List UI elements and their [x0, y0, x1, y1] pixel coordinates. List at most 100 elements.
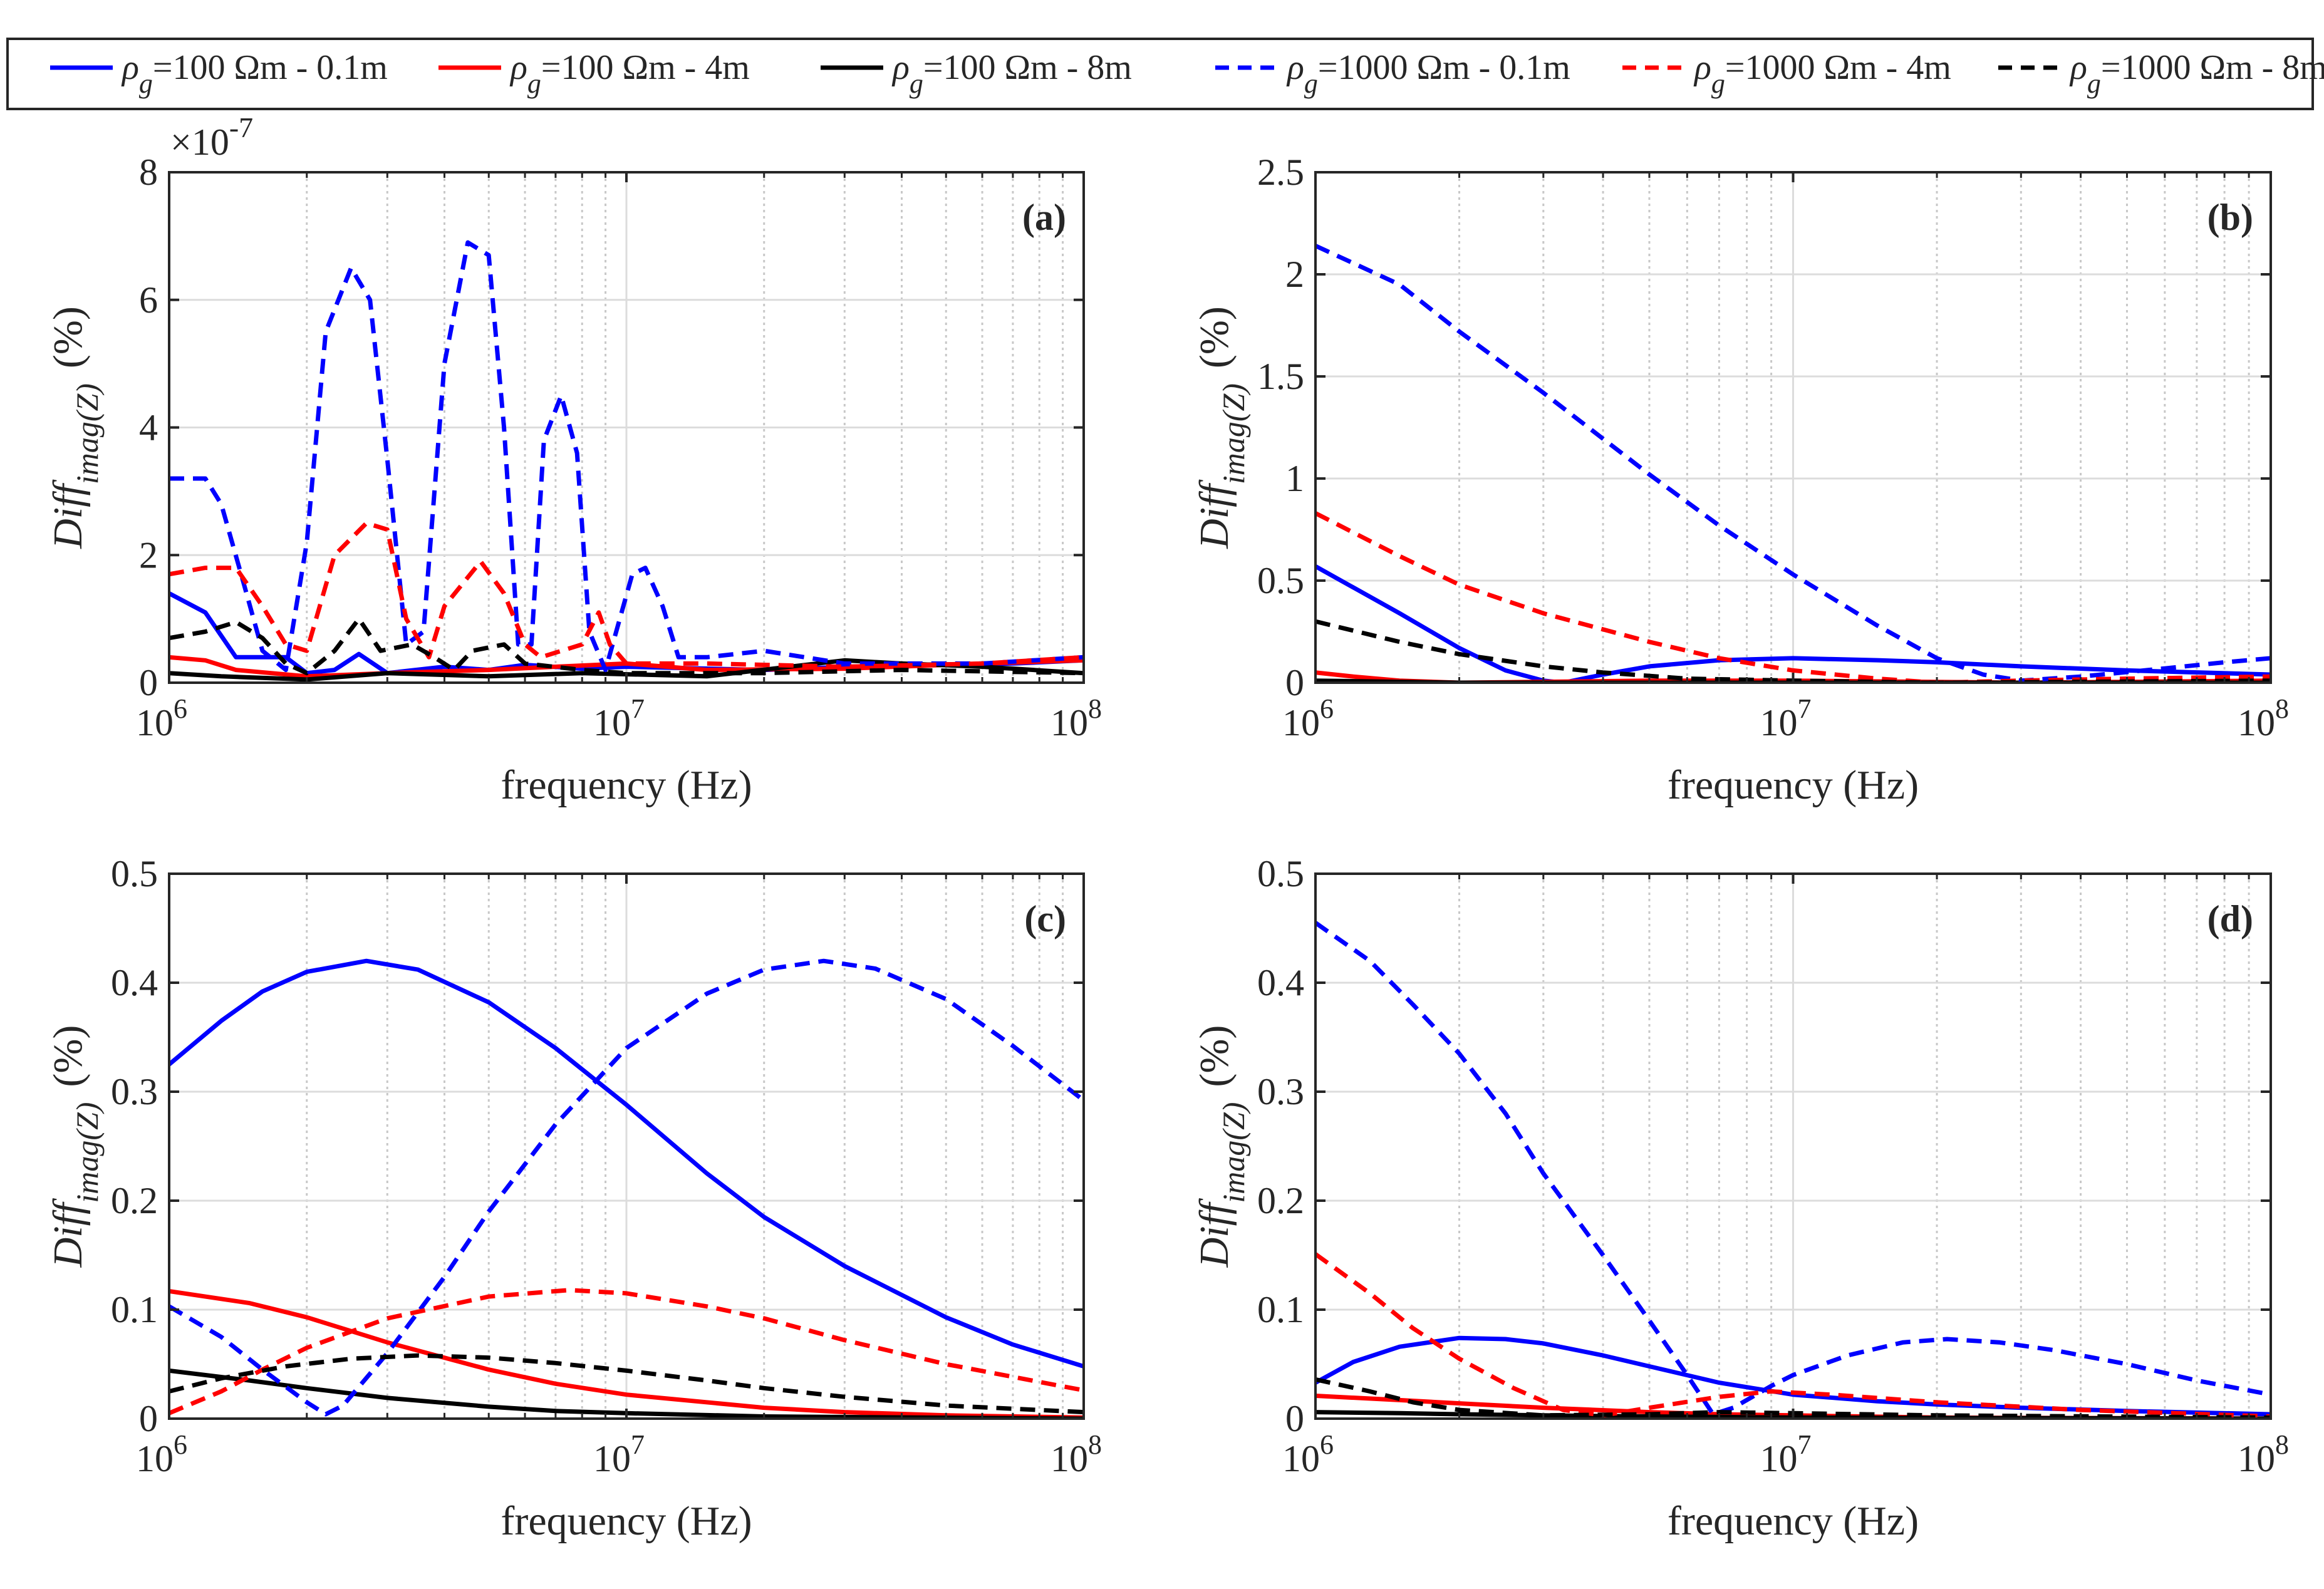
- y-scale-exp: -7: [229, 111, 253, 143]
- legend-text-value: =100 Ωm - 8m: [923, 48, 1132, 87]
- legend-entry: ρg=100 Ωm - 0.1m: [50, 48, 388, 99]
- series-line: [1315, 564, 2271, 683]
- legend-symbol: ρ: [121, 48, 139, 87]
- x-tick-exp: 6: [1320, 693, 1334, 724]
- legend-text-value: =1000 Ωm - 4m: [1725, 48, 1951, 87]
- x-tick-base: 10: [136, 702, 174, 743]
- x-tick-base: 10: [1760, 1438, 1798, 1479]
- series-line: [1315, 1252, 2271, 1419]
- x-tick-exp: 8: [2275, 693, 2289, 724]
- x-tick-base: 10: [2238, 702, 2275, 743]
- legend-text-value: =100 Ωm - 4m: [541, 48, 750, 87]
- y-tick-label: 8: [139, 152, 158, 193]
- y-label-unit: (%): [1191, 1025, 1237, 1087]
- series-line: [169, 1288, 1084, 1419]
- y-tick-label: 0.2: [1257, 1180, 1304, 1221]
- x-tick-exp: 6: [174, 693, 187, 724]
- y-tick-label: 0.2: [111, 1180, 158, 1221]
- x-tick-base: 10: [2238, 1438, 2275, 1479]
- x-tick-exp: 7: [1798, 1429, 1812, 1460]
- x-tick-exp: 7: [1798, 693, 1812, 724]
- x-tick-label: 108: [2238, 693, 2289, 743]
- x-tick-label: 108: [2238, 1429, 2289, 1479]
- legend: ρg=100 Ωm - 0.1m ρg=100 Ωm - 4m ρg=100 Ωm …: [6, 38, 2324, 110]
- series-line: [169, 1353, 1084, 1415]
- y-tick-label: 0: [139, 1398, 158, 1439]
- legend-label: ρg=1000 Ωm - 0.1m: [1286, 48, 1570, 99]
- x-tick-exp: 8: [1088, 1429, 1102, 1460]
- x-tick-label: 107: [593, 1429, 645, 1479]
- y-tick-label: 0: [139, 662, 158, 703]
- x-tick-label: 107: [1760, 693, 1812, 743]
- panel-label: (b): [2207, 197, 2253, 238]
- y-tick-label: 0.1: [1257, 1289, 1304, 1330]
- y-label-main: Diff: [45, 480, 91, 549]
- panel-label: (d): [2207, 898, 2253, 939]
- legend-symbol-sub: g: [1304, 68, 1318, 99]
- y-axis-label: Diffimag(Z) (%): [1191, 306, 1251, 549]
- y-tick-label: 0.5: [1257, 853, 1304, 894]
- series-line: [1315, 921, 2271, 1417]
- series-group: [169, 240, 1084, 682]
- legend-symbol: ρ: [2069, 48, 2087, 87]
- series-line: [169, 655, 1084, 679]
- x-tick-base: 10: [1282, 702, 1320, 743]
- series-line: [169, 958, 1084, 1369]
- legend-entry: ρg=100 Ωm - 4m: [438, 48, 750, 99]
- legend-entry: ρg=100 Ωm - 8m: [821, 48, 1132, 99]
- y-tick-label: 2: [1285, 254, 1304, 295]
- x-tick-label: 106: [136, 693, 187, 743]
- y-tick-label: 0.3: [111, 1071, 158, 1112]
- legend-symbol: ρ: [891, 48, 910, 87]
- y-tick-label: 0.1: [111, 1289, 158, 1330]
- x-axis-label: frequency (Hz): [1668, 762, 1919, 808]
- y-tick-label: 0.4: [1257, 962, 1304, 1003]
- x-tick-exp: 8: [1088, 693, 1102, 724]
- y-label-main: Diff: [45, 1198, 91, 1268]
- x-tick-label: 106: [1282, 1429, 1334, 1479]
- legend-text-value: =100 Ωm - 0.1m: [153, 48, 388, 87]
- y-label-main: Diff: [1191, 1198, 1237, 1268]
- x-tick-base: 10: [1050, 1438, 1088, 1479]
- legend-text-value: =1000 Ωm - 0.1m: [1318, 48, 1570, 87]
- y-label-sub: imag(Z): [1216, 1102, 1251, 1203]
- x-tick-base: 10: [593, 702, 631, 743]
- x-axis-label: frequency (Hz): [501, 1498, 752, 1544]
- y-scale-base: ×10: [170, 122, 229, 163]
- x-axis-label: frequency (Hz): [1668, 1498, 1919, 1544]
- series-line: [169, 240, 1084, 673]
- y-scale-factor: ×10-7: [170, 111, 253, 163]
- y-tick-label: 6: [139, 279, 158, 321]
- x-tick-label: 106: [136, 1429, 187, 1479]
- y-tick-label: 0: [1285, 1398, 1304, 1439]
- y-axis-label: Diffimag(Z) (%): [1191, 1025, 1251, 1268]
- x-tick-base: 10: [1282, 1438, 1320, 1479]
- panel-label: (c): [1024, 898, 1066, 939]
- y-label-unit: (%): [45, 306, 91, 368]
- x-axis-label: frequency (Hz): [501, 762, 752, 808]
- series-line: [169, 958, 1084, 1417]
- legend-symbol-sub: g: [1711, 68, 1725, 99]
- series-line: [169, 1368, 1084, 1419]
- y-axis-label: Diffimag(Z) (%): [45, 1025, 105, 1268]
- legend-symbol-sub: g: [2087, 68, 2101, 99]
- legend-label: ρg=100 Ωm - 4m: [509, 48, 750, 99]
- x-tick-base: 10: [593, 1438, 631, 1479]
- series-group: [169, 958, 1084, 1419]
- x-tick-base: 10: [136, 1438, 174, 1479]
- y-tick-label: 0: [1285, 662, 1304, 703]
- legend-entry: ρg=1000 Ωm - 8m: [1998, 48, 2324, 99]
- panel-label: (a): [1022, 197, 1066, 238]
- y-tick-label: 0.5: [111, 853, 158, 894]
- x-tick-base: 10: [1760, 702, 1798, 743]
- x-tick-label: 106: [1282, 693, 1334, 743]
- x-tick-exp: 7: [631, 693, 645, 724]
- series-line: [1315, 1377, 2271, 1419]
- y-label-sub: imag(Z): [70, 383, 105, 484]
- legend-symbol: ρ: [1286, 48, 1304, 87]
- y-tick-label: 0.3: [1257, 1071, 1304, 1112]
